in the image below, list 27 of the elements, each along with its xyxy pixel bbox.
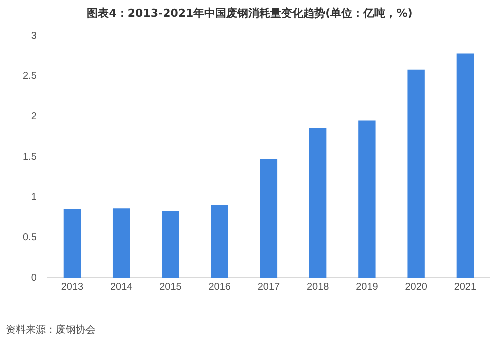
x-tick-label: 2020 — [405, 282, 428, 293]
bar — [309, 128, 327, 278]
y-tick-label: 2.5 — [22, 71, 38, 82]
chart-title: 图表4：2013-2021年中国废钢消耗量变化趋势(单位：亿吨，%) — [86, 6, 414, 21]
x-tick-label: 2019 — [356, 282, 379, 293]
x-tick-label: 2014 — [110, 282, 134, 293]
bar — [112, 208, 130, 278]
bar — [358, 120, 376, 278]
bar — [162, 211, 180, 278]
x-tick-label: 2016 — [208, 282, 232, 293]
y-tick-label: 0 — [31, 272, 38, 284]
y-tick-label: 0.5 — [22, 232, 38, 244]
bar — [456, 54, 474, 278]
text: 资料来源：废钢协会 — [6, 324, 96, 337]
bar — [211, 205, 228, 278]
y-tick-label: 3 — [31, 30, 38, 42]
y-tick-label: 1 — [31, 192, 38, 204]
x-tick-label: 2021 — [454, 282, 477, 293]
bar — [260, 159, 278, 278]
y-tick-label: 2 — [31, 111, 38, 122]
bar — [408, 70, 425, 278]
x-tick-label: 2015 — [160, 282, 182, 293]
bar — [64, 209, 82, 278]
x-tick-label: 2018 — [306, 282, 330, 293]
x-tick-label: 2017 — [258, 282, 281, 293]
x-tick-label: 2013 — [61, 282, 84, 293]
y-tick-label: 1.5 — [22, 152, 38, 163]
